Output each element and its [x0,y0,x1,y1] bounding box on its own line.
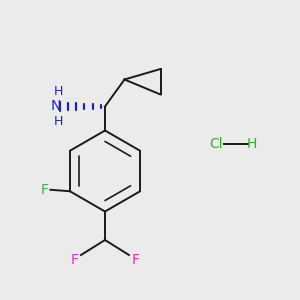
Text: F: F [41,183,49,197]
Text: F: F [70,253,78,266]
Text: H: H [54,115,63,128]
Text: H: H [54,85,63,98]
Text: F: F [132,253,140,266]
Text: N: N [50,100,61,113]
Text: H: H [247,137,257,151]
Text: Cl: Cl [209,137,223,151]
